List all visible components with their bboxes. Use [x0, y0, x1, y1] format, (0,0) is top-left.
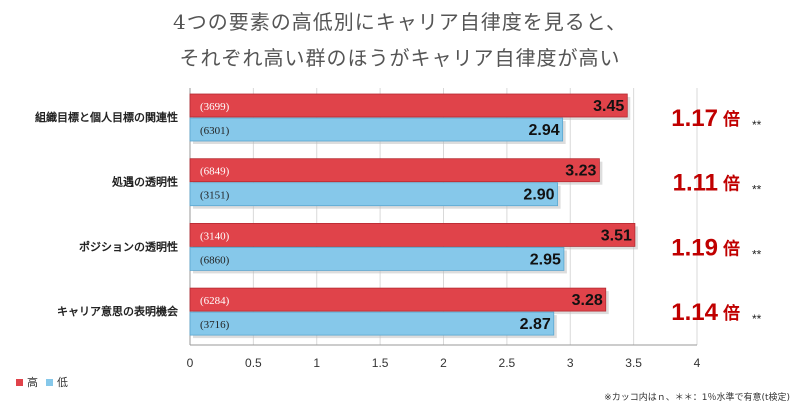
ratio-value: 1.17	[671, 105, 718, 132]
bar-high	[189, 287, 607, 312]
n-label-low: (3151)	[200, 190, 230, 202]
x-tick-label: 0.5	[245, 356, 262, 370]
category-label: 処遇の透明性	[111, 175, 178, 189]
x-tick-label: 1.5	[372, 356, 389, 370]
ratio-value: 1.11	[673, 170, 718, 197]
ratio-unit: 倍	[723, 109, 740, 130]
value-label-low: 2.94	[529, 122, 560, 139]
x-tick-label: 3.5	[625, 356, 642, 370]
value-label-low: 2.95	[530, 251, 561, 268]
x-tick-label: 0	[187, 356, 194, 370]
n-label-high: (6284)	[200, 295, 230, 307]
category-label: キャリア意思の表明機会	[57, 304, 179, 318]
ratio-unit: 倍	[723, 174, 740, 195]
value-label-high: 3.23	[565, 163, 596, 180]
legend-label-high: 高	[27, 376, 38, 389]
n-label-high: (3699)	[200, 101, 230, 113]
ratio-unit: 倍	[723, 238, 740, 259]
footnote: ※カッコ内はｎ、＊＊：1％水準で有意(t検定)	[604, 393, 790, 403]
bar-high	[189, 222, 636, 247]
legend-label-low: 低	[57, 376, 68, 389]
n-label-low: (6860)	[200, 254, 230, 266]
legend-swatch-low	[46, 378, 53, 386]
n-label-low: (3716)	[200, 319, 230, 331]
category-label: 組織目標と個人目標の関連性	[35, 110, 178, 124]
value-label-high: 3.28	[572, 292, 603, 309]
significance-mark: **	[752, 312, 762, 326]
value-label-low: 2.90	[523, 187, 554, 204]
chart-title-line1: 4つの要素の高低別にキャリア自律度を見ると、	[173, 10, 627, 34]
value-label-low: 2.87	[520, 316, 551, 333]
ratio-value: 1.19	[671, 234, 718, 261]
n-label-low: (6301)	[200, 125, 230, 137]
bar-high	[189, 158, 600, 183]
ratio-unit: 倍	[723, 303, 740, 324]
x-tick-label: 4	[694, 356, 701, 370]
bar-low	[189, 246, 565, 271]
significance-mark: **	[752, 183, 762, 197]
x-tick-label: 1	[313, 356, 320, 370]
significance-mark: **	[752, 118, 762, 132]
value-label-high: 3.45	[593, 98, 624, 115]
legend: 高 低	[16, 374, 68, 390]
legend-swatch-high	[16, 378, 23, 386]
significance-mark: **	[752, 247, 762, 261]
bar-low	[189, 182, 558, 207]
bar-low	[189, 117, 564, 142]
x-tick-label: 2.5	[499, 356, 516, 370]
x-tick-label: 3	[567, 356, 574, 370]
category-label: ポジションの透明性	[79, 239, 178, 253]
ratio-value: 1.14	[671, 299, 718, 326]
value-label-high: 3.51	[601, 227, 632, 244]
bar-high	[189, 93, 628, 118]
bar-low	[189, 311, 555, 336]
chart-title-line2: それぞれ高い群のほうがキャリア自律度が高い	[179, 46, 621, 70]
n-label-high: (3140)	[200, 230, 230, 242]
n-label-high: (6849)	[200, 166, 230, 178]
x-tick-label: 2	[440, 356, 447, 370]
